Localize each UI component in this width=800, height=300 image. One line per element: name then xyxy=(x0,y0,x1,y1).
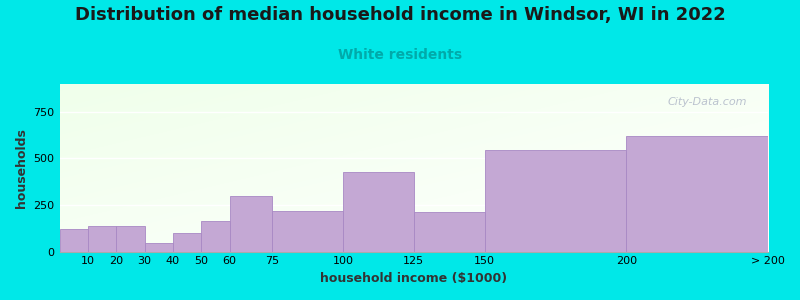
Bar xyxy=(343,172,414,252)
Bar xyxy=(230,196,272,252)
Bar xyxy=(173,233,202,252)
Bar xyxy=(626,136,768,252)
Text: City-Data.com: City-Data.com xyxy=(667,98,747,107)
Text: White residents: White residents xyxy=(338,48,462,62)
Bar xyxy=(272,211,343,252)
Bar xyxy=(116,226,145,252)
Bar xyxy=(145,243,173,252)
Bar xyxy=(485,150,626,252)
Text: Distribution of median household income in Windsor, WI in 2022: Distribution of median household income … xyxy=(74,6,726,24)
Bar xyxy=(88,226,116,252)
Y-axis label: households: households xyxy=(15,128,28,208)
X-axis label: household income ($1000): household income ($1000) xyxy=(320,272,507,285)
Bar xyxy=(414,212,485,252)
Bar xyxy=(59,229,88,252)
Bar xyxy=(202,221,230,252)
